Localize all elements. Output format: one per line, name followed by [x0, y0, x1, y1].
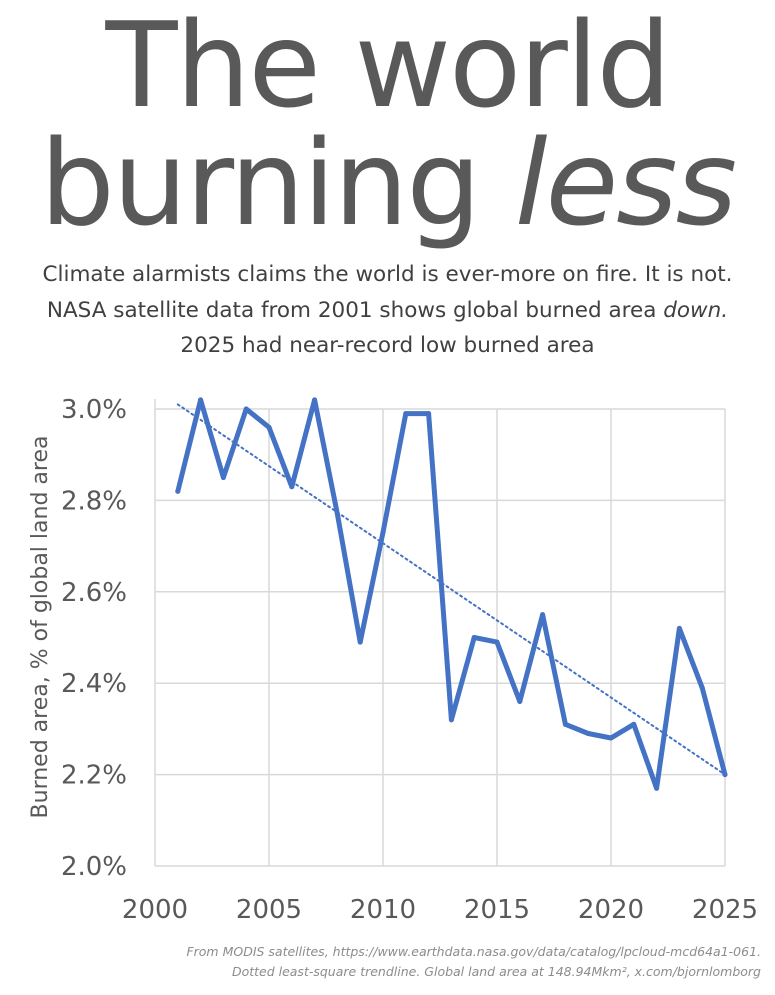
- burned-area-chart: 2.0% 2.2% 2.4% 2.6% 2.8% 3.0% 2000 2005 2010 201…: [28, 395, 758, 925]
- axes: [154, 399, 725, 867]
- headline-line-2-italic: less: [514, 114, 737, 252]
- y-tick-label: 2.0%: [61, 852, 127, 882]
- data-point: [517, 698, 523, 704]
- x-tick-label: 2020: [578, 895, 644, 925]
- data-point: [471, 635, 477, 640]
- data-point: [289, 484, 295, 490]
- y-tick-label: 2.2%: [61, 761, 127, 791]
- data-point: [380, 529, 386, 535]
- data-point: [654, 785, 660, 791]
- footnote-line-1: From MODIS satellites, https://www.earth…: [186, 944, 761, 959]
- data-point: [426, 411, 432, 417]
- series-group: [175, 397, 728, 791]
- trendline-group: [176, 403, 726, 776]
- data-point: [357, 639, 363, 645]
- y-tick-label: 2.8%: [61, 486, 127, 516]
- data-point: [722, 772, 728, 778]
- subtitle-line-1: Climate alarmists claims the world is ev…: [42, 262, 733, 287]
- headline-line-2-plain: burning: [39, 114, 515, 252]
- data-point: [608, 735, 614, 741]
- subtitle-line-2-italic: down.: [663, 298, 729, 323]
- data-point: [198, 397, 204, 403]
- x-tick-label: 2005: [236, 895, 302, 925]
- headline-line-1: The world: [105, 0, 672, 134]
- data-point: [631, 721, 637, 727]
- data-point: [266, 424, 272, 430]
- subtitle-line-2: NASA satellite data from 2001 shows glob…: [0, 300, 775, 322]
- data-point: [220, 475, 226, 481]
- burned-area-series-line: [175, 397, 728, 791]
- y-axis-label: Burned area, % of global land area: [28, 436, 53, 819]
- data-point: [676, 625, 682, 631]
- data-point: [312, 397, 318, 403]
- subtitle-line-3: 2025 had near-record low burned area: [180, 333, 595, 358]
- y-tick-labels: 2.0% 2.2% 2.4% 2.6% 2.8% 3.0%: [61, 395, 127, 882]
- x-tick-label: 2015: [464, 895, 530, 925]
- y-tick-label: 2.6%: [61, 578, 127, 608]
- data-point: [243, 406, 249, 412]
- data-point: [562, 721, 568, 727]
- data-point: [585, 730, 591, 736]
- subtitle-line-2-plain: NASA satellite data from 2001 shows glob…: [46, 298, 664, 323]
- x-tick-label: 2010: [350, 895, 416, 925]
- data-point: [494, 639, 500, 645]
- data-point: [540, 612, 546, 618]
- data-point: [699, 685, 705, 691]
- x-tick-label: 2025: [692, 895, 758, 925]
- trendline: [176, 403, 726, 776]
- x-tick-labels: 2000 2005 2010 2015 2020 2025: [122, 895, 758, 925]
- data-point: [403, 411, 409, 417]
- footnote-line-2: Dotted least-square trendline. Global la…: [231, 964, 761, 979]
- y-tick-label: 3.0%: [61, 395, 127, 425]
- data-point: [448, 717, 454, 723]
- data-point: [334, 511, 340, 517]
- x-tick-label: 2000: [122, 895, 188, 925]
- grid-lines: [155, 408, 726, 866]
- data-point: [175, 488, 181, 494]
- y-tick-label: 2.4%: [61, 669, 127, 699]
- headline-line-2: burning less: [0, 124, 775, 242]
